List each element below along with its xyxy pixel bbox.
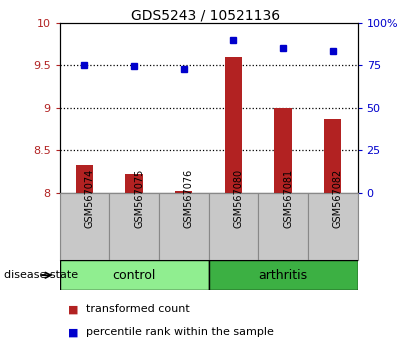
Text: arthritis: arthritis (259, 269, 308, 282)
Text: GDS5243 / 10521136: GDS5243 / 10521136 (131, 9, 280, 23)
Bar (275, 108, 292, 193)
Bar (159, 193, 208, 260)
Text: GSM567076: GSM567076 (184, 169, 194, 228)
Bar (258, 193, 308, 260)
Bar (308, 193, 358, 260)
Bar (60, 193, 109, 260)
Bar (175, 191, 192, 193)
Text: disease state: disease state (4, 270, 78, 280)
Text: ■: ■ (68, 304, 79, 314)
Bar (109, 193, 159, 260)
Text: GSM567080: GSM567080 (233, 169, 243, 228)
Text: transformed count: transformed count (86, 304, 190, 314)
Bar (225, 57, 242, 193)
Text: GSM567082: GSM567082 (333, 169, 343, 228)
Text: ■: ■ (68, 327, 79, 337)
Text: control: control (112, 269, 156, 282)
Text: GSM567075: GSM567075 (134, 169, 144, 228)
Bar (76, 165, 93, 193)
Text: percentile rank within the sample: percentile rank within the sample (86, 327, 274, 337)
Text: GSM567081: GSM567081 (283, 169, 293, 228)
Bar (208, 193, 258, 260)
Bar (125, 174, 143, 193)
Text: GSM567074: GSM567074 (84, 169, 95, 228)
Bar (60, 260, 209, 290)
Bar (208, 260, 358, 290)
Bar (324, 119, 342, 193)
